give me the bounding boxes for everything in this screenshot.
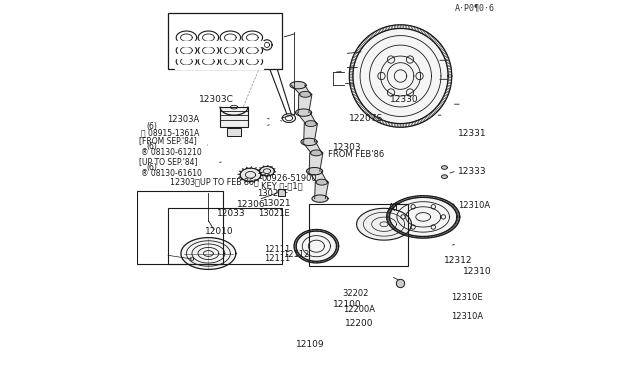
- Polygon shape: [296, 109, 312, 116]
- Text: 12310: 12310: [463, 267, 492, 276]
- Polygon shape: [442, 166, 447, 169]
- Polygon shape: [296, 231, 337, 261]
- Text: 00926-51900: 00926-51900: [262, 174, 317, 183]
- Polygon shape: [290, 81, 306, 89]
- Text: A·P0¶0·6: A·P0¶0·6: [455, 3, 495, 12]
- Text: AT: AT: [388, 203, 401, 213]
- Polygon shape: [220, 65, 241, 70]
- Text: 12306: 12306: [237, 200, 266, 209]
- Text: 12310A: 12310A: [451, 312, 483, 321]
- Polygon shape: [220, 41, 241, 46]
- Text: 12310A: 12310A: [458, 201, 490, 211]
- Text: 12109: 12109: [296, 340, 325, 349]
- Polygon shape: [353, 28, 448, 124]
- Text: (6): (6): [146, 163, 157, 172]
- Text: 12330: 12330: [390, 95, 419, 104]
- Text: 12303C: 12303C: [198, 95, 234, 104]
- Text: FROM FEB'86: FROM FEB'86: [328, 150, 384, 159]
- Text: 12303【UP TO FEB'86】: 12303【UP TO FEB'86】: [170, 178, 259, 187]
- Text: KEY キ-（1）: KEY キ-（1）: [262, 181, 303, 190]
- Text: 12111: 12111: [264, 254, 291, 263]
- Text: 12303: 12303: [333, 143, 362, 152]
- Text: 12310E: 12310E: [451, 293, 483, 302]
- Polygon shape: [304, 124, 317, 142]
- Bar: [168, 13, 282, 70]
- Polygon shape: [175, 54, 197, 58]
- Polygon shape: [442, 175, 447, 179]
- Text: 12111: 12111: [264, 246, 291, 254]
- Polygon shape: [390, 198, 457, 237]
- Text: 12033: 12033: [217, 209, 245, 218]
- Polygon shape: [181, 238, 236, 269]
- Text: 32202: 32202: [342, 289, 369, 298]
- Text: 12100: 12100: [333, 299, 362, 308]
- Text: Ⓥ 08915-1361A: Ⓥ 08915-1361A: [141, 128, 199, 137]
- Text: [UP TO SEP.'84]: [UP TO SEP.'84]: [139, 157, 197, 166]
- Polygon shape: [241, 41, 263, 46]
- Polygon shape: [303, 142, 322, 153]
- Polygon shape: [291, 85, 310, 94]
- Text: (6): (6): [146, 122, 157, 131]
- Text: 12010: 12010: [205, 227, 234, 236]
- Text: 12207S: 12207S: [349, 113, 383, 123]
- Text: ® 08130-61210: ® 08130-61210: [141, 148, 202, 157]
- Text: 12200A: 12200A: [344, 305, 376, 314]
- Polygon shape: [197, 65, 220, 70]
- Text: 12333: 12333: [458, 167, 486, 176]
- Text: 13021F: 13021F: [257, 189, 288, 198]
- Text: 13021: 13021: [263, 199, 292, 208]
- Polygon shape: [241, 54, 263, 58]
- Polygon shape: [197, 41, 220, 46]
- Polygon shape: [315, 182, 328, 199]
- Polygon shape: [175, 41, 197, 46]
- Polygon shape: [175, 65, 197, 70]
- Polygon shape: [300, 92, 311, 97]
- Polygon shape: [260, 166, 275, 176]
- Polygon shape: [309, 153, 323, 171]
- Polygon shape: [308, 171, 327, 182]
- Bar: [168, 208, 282, 264]
- Text: 13021E: 13021E: [258, 209, 289, 218]
- Text: 12200: 12200: [344, 318, 373, 327]
- Text: 12331: 12331: [458, 129, 486, 138]
- Bar: [227, 128, 241, 136]
- Polygon shape: [301, 138, 317, 145]
- Polygon shape: [197, 54, 220, 58]
- Text: 12112: 12112: [284, 250, 310, 259]
- Polygon shape: [316, 179, 328, 185]
- Bar: [137, 191, 223, 264]
- Bar: [309, 204, 408, 266]
- Polygon shape: [307, 167, 323, 175]
- Text: 12303A: 12303A: [168, 115, 200, 125]
- Polygon shape: [297, 113, 316, 124]
- FancyBboxPatch shape: [220, 107, 248, 127]
- Polygon shape: [240, 168, 260, 182]
- Polygon shape: [298, 94, 312, 113]
- Polygon shape: [220, 54, 241, 58]
- Polygon shape: [312, 195, 328, 202]
- Text: [FROM SEP.'84]: [FROM SEP.'84]: [139, 136, 196, 145]
- Polygon shape: [356, 208, 412, 240]
- Bar: [278, 189, 285, 196]
- Polygon shape: [241, 65, 263, 70]
- Polygon shape: [310, 150, 322, 156]
- Text: ® 08130-61610: ® 08130-61610: [141, 169, 202, 178]
- Text: 12312: 12312: [444, 256, 473, 265]
- Polygon shape: [305, 121, 317, 126]
- Text: (6): (6): [146, 142, 157, 151]
